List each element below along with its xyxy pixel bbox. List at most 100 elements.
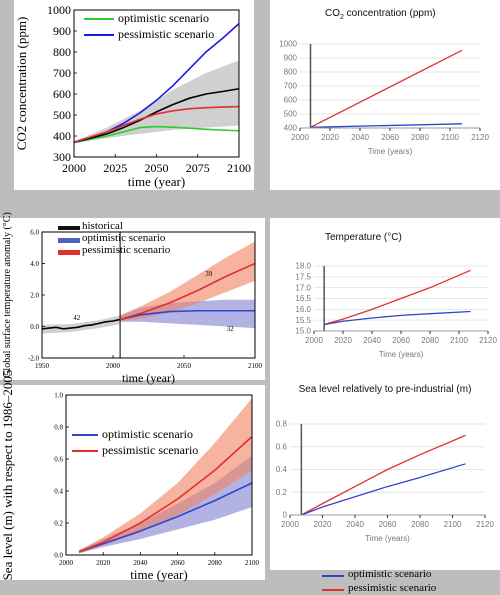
uncertainty-band xyxy=(79,398,253,554)
x-tick-label: 2040 xyxy=(363,336,381,345)
series-line xyxy=(119,262,256,321)
y-tick-label: 0.8 xyxy=(54,423,63,431)
series-line xyxy=(310,49,463,128)
panel-temperature-ensemble: 1950 2000 2050 2100 -2.0 0.0 2.0 4.0 6.0 time (ye… xyxy=(0,212,265,385)
y-axis-label: Global surface temperature anomaly (°C) xyxy=(2,212,13,378)
x-tick-label: 2000 xyxy=(62,161,86,175)
y-tick-label: 0.0 xyxy=(30,323,39,331)
y-axis-label: CO2 concentration (ppm) xyxy=(14,17,29,151)
chart-co2-ensemble: 2000 2025 2050 2075 2100 300 400 500 600 700 800 90… xyxy=(14,3,251,189)
y-tick-label: 1.0 xyxy=(54,391,63,399)
chart-temperature-ensemble: 1950 2000 2050 2100 -2.0 0.0 2.0 4.0 6.0 time (ye… xyxy=(2,212,263,385)
x-tick-label: 2120 xyxy=(471,133,489,142)
x-axis-label: Time (years) xyxy=(368,147,413,156)
x-tick-label: 2040 xyxy=(351,133,369,142)
chart-sea-level-small: 2000 2020 2040 2060 2080 2100 2120 0 0.2 0.4 0.6 0.… xyxy=(276,420,495,543)
x-tick-label: 2000 xyxy=(59,559,74,567)
y-tick-label: 18.0 xyxy=(295,262,311,271)
x-tick-label: 2100 xyxy=(441,133,459,142)
chart-co2-small: 2000 2020 2040 2060 2080 2100 2120 400 500 600 700… xyxy=(279,40,489,156)
x-tick-label: 2120 xyxy=(479,336,497,345)
legend-label-historical: historical xyxy=(82,220,123,232)
legend-line-historical xyxy=(58,226,80,230)
y-tick-label: 0.4 xyxy=(54,487,63,495)
series-line xyxy=(323,269,471,326)
legend-line-optimistic xyxy=(84,18,114,20)
chart-title: Sea level relatively to pre-industrial (… xyxy=(298,384,472,395)
y-tick-label: 400 xyxy=(53,129,71,143)
x-tick-label: 2100 xyxy=(248,362,263,370)
x-tick-label: 2020 xyxy=(96,559,111,567)
uncertainty-band xyxy=(74,60,239,144)
x-tick-label: 2100 xyxy=(444,520,462,529)
y-tick-label: 1000 xyxy=(279,40,297,49)
x-tick-label: 2000 xyxy=(305,336,323,345)
y-tick-label: 0.6 xyxy=(54,455,63,463)
chart-title: Temperature (°C) xyxy=(325,232,402,243)
panel-co2-small: CO2 concentration (ppm) 2000 2020 2040 2060… xyxy=(270,0,500,190)
y-tick-label: 700 xyxy=(53,66,71,80)
y-tick-label: 700 xyxy=(284,82,298,91)
bottom-legend-label-pessimistic: pessimistic scenario xyxy=(348,582,437,594)
x-tick-label: 2060 xyxy=(381,133,399,142)
x-tick-label: 2020 xyxy=(334,336,352,345)
series-line xyxy=(73,125,240,144)
x-tick-label: 2050 xyxy=(177,362,192,370)
x-axis-label: time (year) xyxy=(128,174,185,189)
bottom-legend-line-optimistic xyxy=(322,575,344,577)
uncertainty-band xyxy=(120,241,255,322)
x-axis-label: Time (years) xyxy=(365,534,410,543)
series-line xyxy=(119,309,255,321)
panel-temperature-small: Temperature (°C) 2000 2020 2040 2060 2080 210… xyxy=(270,218,500,380)
y-tick-label: 600 xyxy=(53,87,71,101)
series-line xyxy=(301,463,466,516)
plot-frame xyxy=(65,394,253,556)
y-tick-label: 600 xyxy=(284,96,298,105)
x-axis-label: time (year) xyxy=(130,567,187,582)
legend-line-pessimistic xyxy=(84,34,114,36)
y-tick-label: 15.0 xyxy=(295,327,311,336)
y-tick-label: 17.0 xyxy=(295,283,311,292)
y-tick-label: 500 xyxy=(284,110,298,119)
legend-line-optimistic xyxy=(72,434,98,436)
series-line xyxy=(310,123,463,128)
x-tick-label: 2040 xyxy=(346,520,364,529)
y-tick-label: 16.5 xyxy=(295,294,311,303)
x-tick-label: 2000 xyxy=(106,362,121,370)
annotation-label: 42 xyxy=(73,314,81,322)
y-tick-label: 16.0 xyxy=(295,305,311,314)
y-tick-label: 0.6 xyxy=(276,442,288,451)
x-tick-label: 2000 xyxy=(281,520,299,529)
x-tick-label: 2080 xyxy=(208,559,223,567)
x-tick-label: 1950 xyxy=(35,362,50,370)
bottom-legend-label-optimistic: optimistic scenario xyxy=(348,568,432,580)
chart-temperature-small: 2000 2020 2040 2060 2080 2100 2120 15.0 15.5 16.0… xyxy=(295,262,497,359)
y-axis-label: Sea level (m) with respect to 1986–2005 xyxy=(0,370,15,581)
x-axis-label: time (year) xyxy=(122,371,175,385)
x-tick-label: 2080 xyxy=(411,133,429,142)
x-tick-label: 2100 xyxy=(227,161,251,175)
series-line xyxy=(301,434,466,516)
y-tick-label: 900 xyxy=(284,54,298,63)
x-tick-label: 2060 xyxy=(171,559,186,567)
x-tick-label: 2040 xyxy=(133,559,148,567)
x-tick-label: 2060 xyxy=(379,520,397,529)
panel-sea-level-small: Sea level relatively to pre-industrial (… xyxy=(270,380,500,570)
y-tick-label: 0 xyxy=(283,511,288,520)
y-tick-label: 0.2 xyxy=(54,519,63,527)
y-tick-label: 900 xyxy=(53,24,71,38)
y-tick-label: 800 xyxy=(284,68,298,77)
y-tick-label: 0.8 xyxy=(276,420,288,429)
y-tick-label: 300 xyxy=(53,150,71,164)
series-line xyxy=(78,436,253,553)
legend-label-pessimistic: pessimistic scenario xyxy=(82,244,171,256)
series-line xyxy=(324,310,471,326)
series-line xyxy=(78,482,253,553)
x-tick-label: 2100 xyxy=(450,336,468,345)
annotation-label: 39 xyxy=(205,270,213,278)
legend-line-optimistic xyxy=(58,238,80,243)
legend-label-pessimistic: pessimistic scenario xyxy=(118,27,215,41)
bottom-legend-line-pessimistic xyxy=(322,589,344,591)
y-tick-label: 15.5 xyxy=(295,316,311,325)
y-tick-label: -2.0 xyxy=(28,354,40,362)
